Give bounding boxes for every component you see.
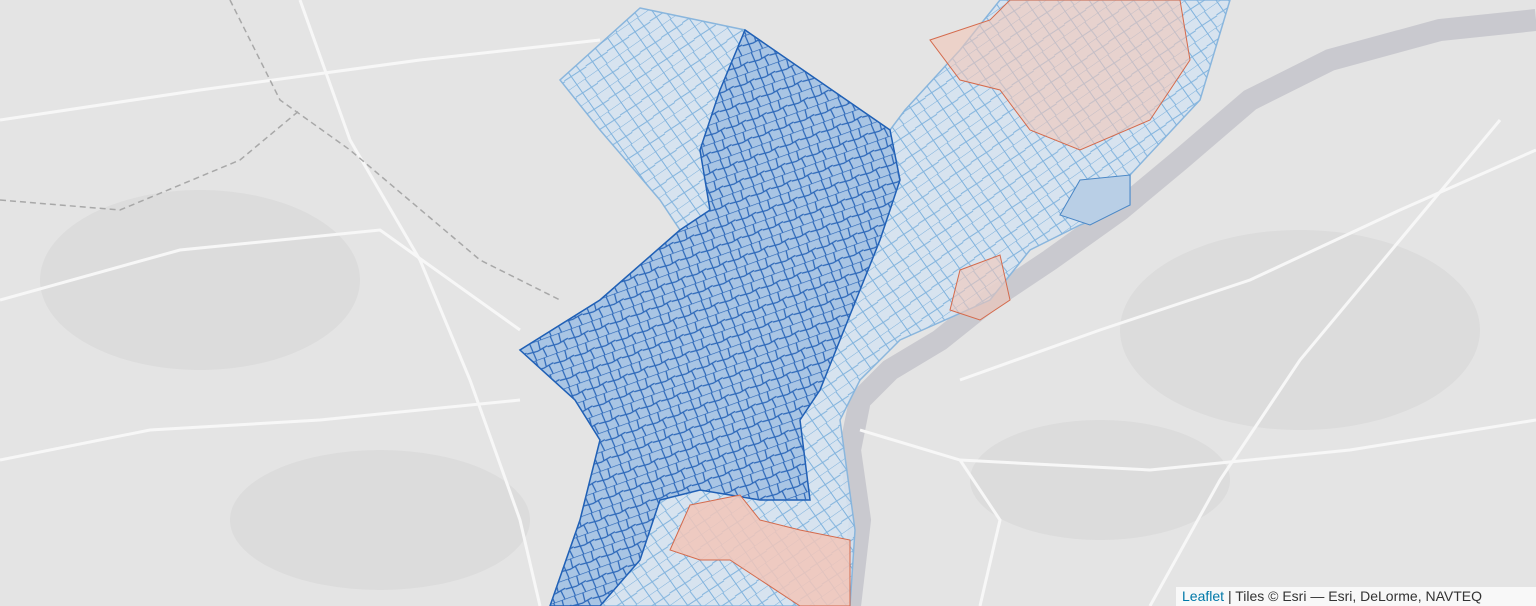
terrain bbox=[40, 190, 1480, 590]
attribution-text: | Tiles © Esri — Esri, DeLorme, NAVTEQ bbox=[1227, 588, 1483, 604]
leaflet-link[interactable]: Leaflet bbox=[1182, 588, 1225, 604]
river bbox=[838, 9, 1536, 606]
tract-ne bbox=[1059, 174, 1131, 226]
tracts-dark-lines bbox=[520, 30, 900, 606]
county-lines bbox=[0, 0, 561, 301]
tracts-red bbox=[669, 0, 1191, 606]
attribution: Leaflet | Tiles © Esri — Esri, DeLorme, … bbox=[1176, 587, 1536, 606]
